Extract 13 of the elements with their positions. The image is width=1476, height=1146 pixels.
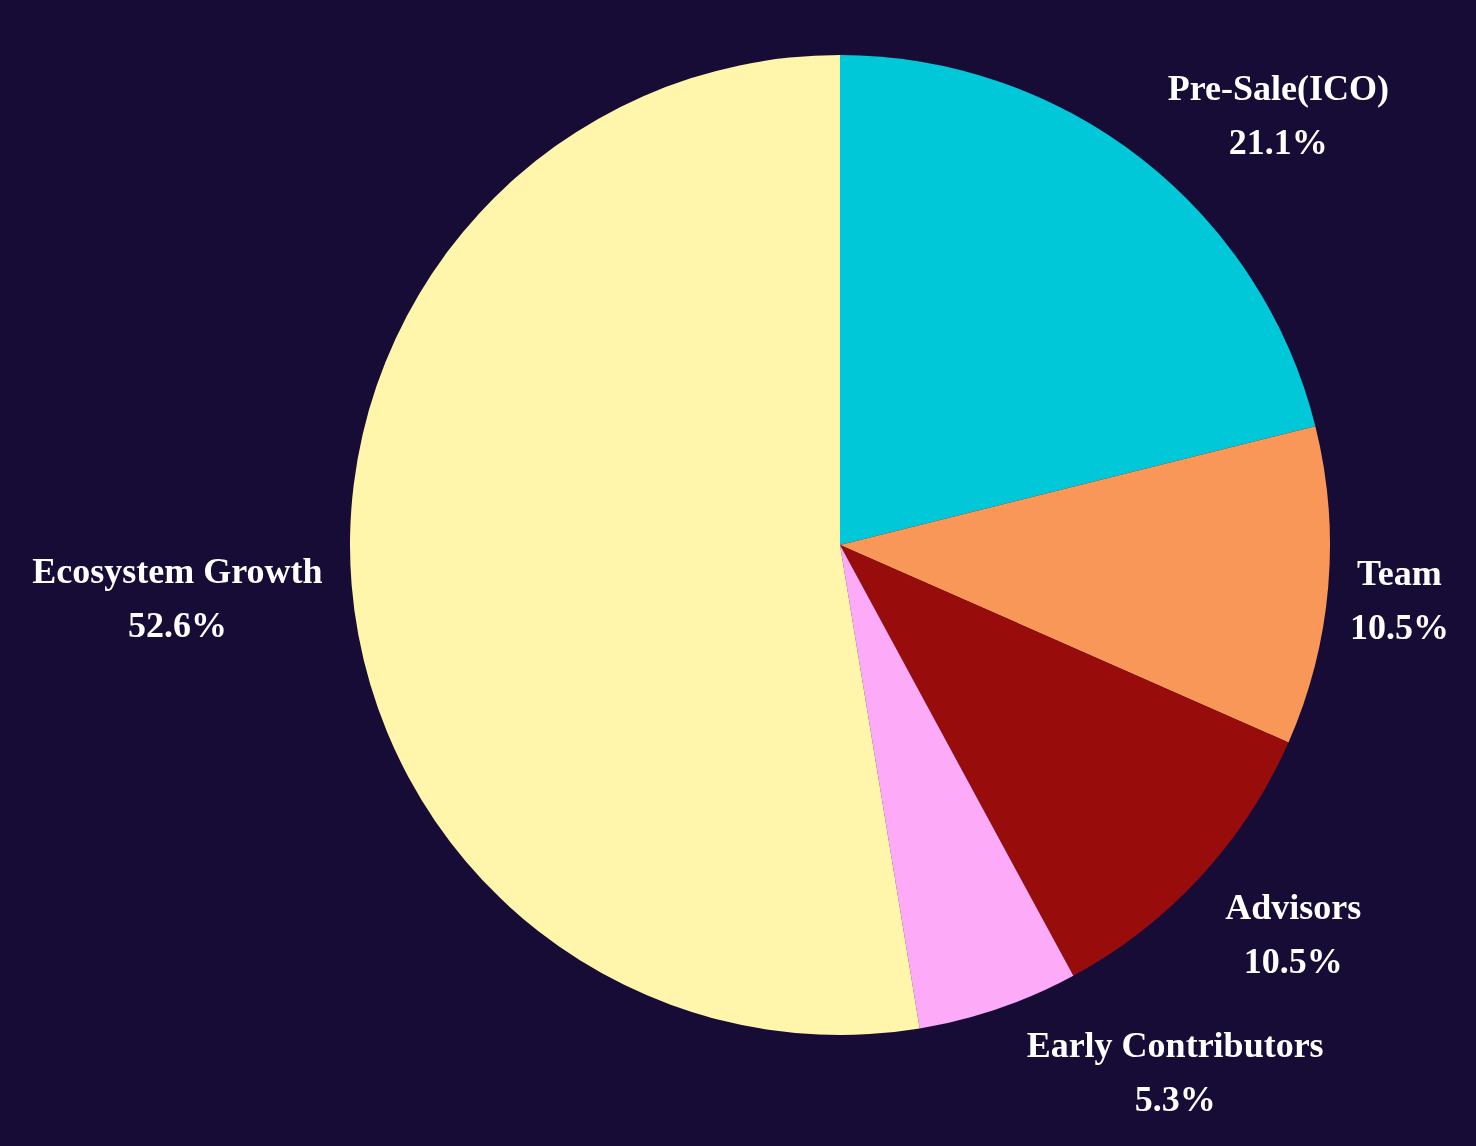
data-label: 10.5% xyxy=(1243,940,1343,981)
pie-slice xyxy=(350,55,920,1035)
pie-slice xyxy=(840,426,1330,743)
slice-label: Pre-Sale(ICO) xyxy=(1167,67,1389,108)
slice-label: Early Contributors xyxy=(1026,1024,1324,1065)
data-label: 52.6% xyxy=(127,605,227,646)
slice-label: Ecosystem Growth xyxy=(32,551,323,592)
data-label: 10.5% xyxy=(1349,606,1449,647)
pie-slice xyxy=(840,545,1074,1029)
slice-label: Team xyxy=(1357,552,1442,593)
data-label: 5.3% xyxy=(1134,1078,1216,1119)
data-label: 21.1% xyxy=(1228,121,1328,162)
slice-label: Advisors xyxy=(1225,886,1362,927)
